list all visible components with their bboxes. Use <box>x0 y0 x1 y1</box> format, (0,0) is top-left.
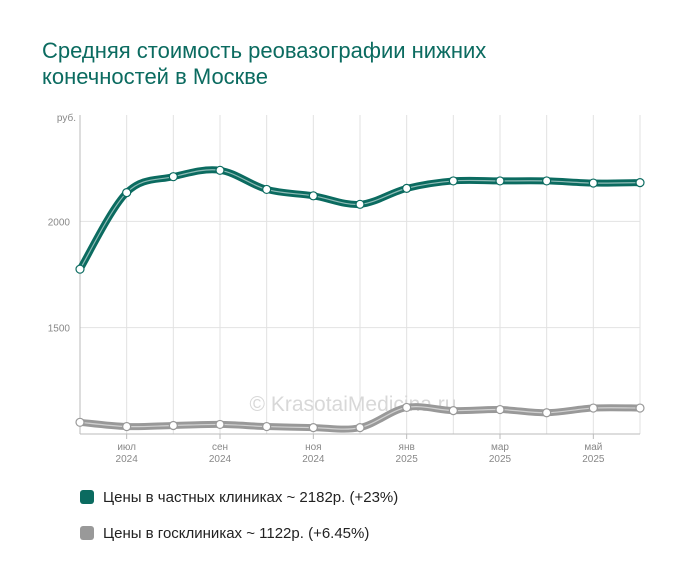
data-point[interactable] <box>355 199 365 209</box>
data-point[interactable] <box>215 419 225 430</box>
x-tick-label-year: 2024 <box>209 454 232 465</box>
data-point[interactable] <box>402 183 412 193</box>
data-point[interactable] <box>495 404 505 415</box>
data-point[interactable] <box>262 421 272 432</box>
x-tick-label-year: 2025 <box>396 454 419 465</box>
x-tick-label-month: сен <box>212 442 228 453</box>
legend-swatch-public <box>80 526 94 540</box>
series-lines <box>75 165 645 433</box>
data-point[interactable] <box>635 403 645 413</box>
legend-item-private[interactable]: Цены в частных клиниках ~ 2182р. (+23%) <box>80 486 398 508</box>
legend-swatch-private <box>80 490 94 504</box>
data-point[interactable] <box>75 417 85 427</box>
data-point[interactable] <box>588 403 598 413</box>
x-tick-label-month: ноя <box>305 442 322 453</box>
data-point[interactable] <box>262 184 272 195</box>
data-point[interactable] <box>542 176 552 186</box>
data-point[interactable] <box>495 176 505 186</box>
x-tick-label-year: 2025 <box>582 454 605 465</box>
data-point[interactable] <box>122 421 132 432</box>
x-axis-labels: июл2024сен2024ноя2024янв2025мар2025май20… <box>116 434 605 465</box>
legend-item-public[interactable]: Цены в госклиниках ~ 1122р. (+6.45%) <box>80 522 398 544</box>
x-tick-label-year: 2025 <box>489 454 512 465</box>
data-point[interactable] <box>215 165 225 175</box>
data-point[interactable] <box>402 402 412 413</box>
legend: Цены в частных клиниках ~ 2182р. (+23%) … <box>80 486 398 558</box>
data-point[interactable] <box>75 264 85 274</box>
x-tick-label-year: 2024 <box>302 454 325 465</box>
data-point[interactable] <box>448 406 458 416</box>
y-tick-label: 1500 <box>48 324 71 335</box>
legend-label-private: Цены в частных клиниках ~ 2182р. (+23%) <box>103 488 399 506</box>
data-point[interactable] <box>448 176 458 186</box>
data-point[interactable] <box>122 188 132 198</box>
data-point[interactable] <box>635 178 645 188</box>
y-axis-labels: 1500 2000 <box>48 217 71 334</box>
data-point[interactable] <box>308 423 318 433</box>
x-tick-label-month: июл <box>117 442 136 453</box>
data-point[interactable] <box>355 423 365 433</box>
grid <box>79 115 641 435</box>
y-tick-label: 2000 <box>48 217 71 228</box>
legend-label-public: Цены в госклиниках ~ 1122р. (+6.45%) <box>103 524 370 542</box>
data-point[interactable] <box>168 420 178 431</box>
x-tick-label-month: мар <box>491 442 509 453</box>
y-axis-unit-label: руб. <box>57 112 76 124</box>
x-tick-label-month: янв <box>399 442 415 453</box>
chart-title: Средняя стоимость реовазографии нижних к… <box>42 38 487 89</box>
data-point[interactable] <box>308 191 318 201</box>
data-point[interactable] <box>168 172 178 182</box>
data-point[interactable] <box>542 408 552 418</box>
x-tick-label-month: май <box>584 442 602 453</box>
x-tick-label-year: 2024 <box>116 454 139 465</box>
data-point[interactable] <box>588 178 598 188</box>
